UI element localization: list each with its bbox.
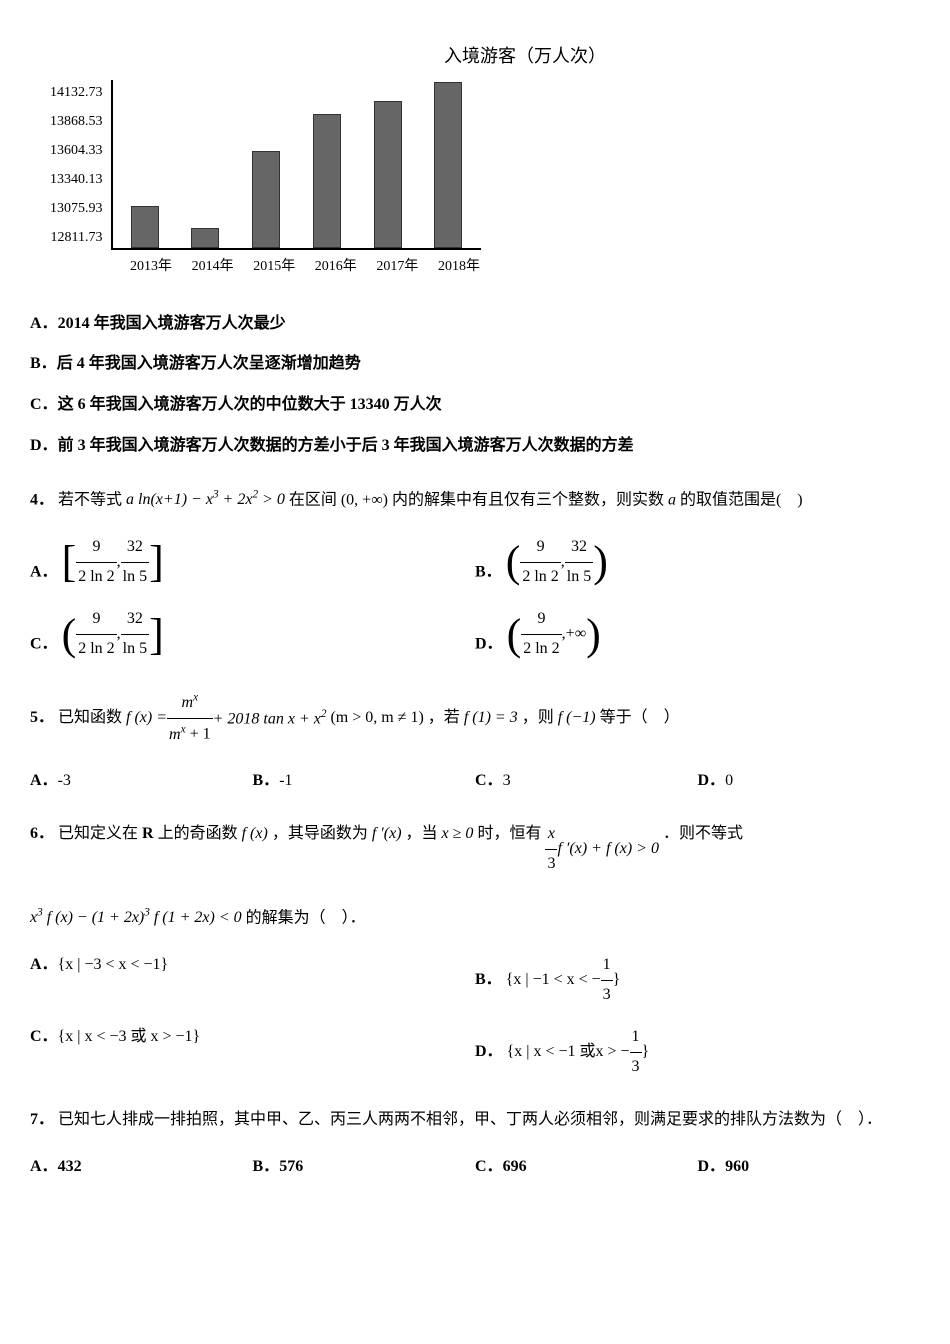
- q4-interval: (0, +∞): [341, 491, 388, 508]
- q4-expr: a ln(x+1) − x3 + 2x2 > 0: [126, 491, 285, 508]
- q5-text: ，若: [428, 709, 464, 726]
- q-chart-options: A．2014 年我国入境游客万人次最少 B．后 4 年我国入境游客万人次呈逐渐增…: [30, 310, 920, 461]
- q6-opt-b: B． {x | −1 < x < − 13 }: [475, 951, 920, 1010]
- x-label: 2017年: [376, 254, 418, 279]
- x-label: 2014年: [192, 254, 234, 279]
- question-4: 4． 若不等式 a ln(x+1) − x3 + 2x2 > 0 在区间 (0,…: [30, 485, 920, 515]
- option-c: C．这 6 年我国入境游客万人次的中位数大于 13340 万人次: [30, 391, 920, 420]
- chart-container: 入境游客（万人次） 14132.73 13868.53 13604.33 133…: [50, 40, 920, 280]
- q5-opt-c: C．3: [475, 767, 698, 796]
- q6-text: 已知定义在: [58, 825, 142, 842]
- q6-fpx: f ′(x): [372, 825, 402, 842]
- q6-text: ，当: [406, 825, 442, 842]
- q4-text: 在区间: [289, 491, 341, 508]
- q6-text: 的解集为（ ）．: [246, 909, 366, 926]
- q7-opt-b: B．576: [253, 1153, 476, 1182]
- q5-tail: + 2018 tan x + x2: [213, 704, 327, 734]
- q7-num: 7．: [30, 1111, 54, 1128]
- bar-2014: [191, 228, 219, 248]
- q5-opt-b: B．-1: [253, 767, 476, 796]
- question-6: 6． 已知定义在 R 上的奇函数 f (x) ，其导函数为 f ′(x) ，当 …: [30, 820, 920, 879]
- x-label: 2013年: [130, 254, 172, 279]
- opt-label: B．: [475, 563, 502, 580]
- q7-text: 已知七人排成一排拍照，其中甲、乙、丙三人两两不相邻，甲、丁两人必须相邻，则满足要…: [58, 1111, 882, 1128]
- y-tick: 13340.13: [50, 167, 103, 192]
- q5-opt-d: D．0: [698, 767, 921, 796]
- q6-text: 上的奇函数: [158, 825, 242, 842]
- q5-text: 已知函数: [58, 709, 126, 726]
- opt-label: A．: [30, 563, 58, 580]
- q4-row2: C． ( 92 ln 2 , 32ln 5 ] D． ( 92 ln 2 , +…: [30, 605, 920, 664]
- q4-text: 内的解集中有且仅有三个整数，则实数: [392, 491, 668, 508]
- q6-row1: A．{x | −3 < x < −1} B． {x | −1 < x < − 1…: [30, 951, 920, 1010]
- y-tick: 13868.53: [50, 109, 103, 134]
- x-label: 2018年: [438, 254, 480, 279]
- opt-label: D．: [475, 636, 503, 653]
- q4-text: 若不等式: [58, 491, 126, 508]
- q6-text: 时，恒有: [477, 825, 545, 842]
- q4-avar: a: [668, 491, 676, 508]
- q6-opt-c: C．{x | x < −3 或 x > −1}: [30, 1023, 475, 1082]
- chart-plot: [111, 80, 481, 250]
- question-6-cont: x3 f (x) − (1 + 2x)3 f (1 + 2x) < 0 的解集为…: [30, 903, 920, 933]
- q6-fx: f (x): [242, 825, 268, 842]
- q6-R: R: [142, 825, 154, 842]
- x-label: 2016年: [315, 254, 357, 279]
- q6-num: 6．: [30, 825, 54, 842]
- q6-xge0: x ≥ 0: [442, 825, 474, 842]
- q7-opt-d: D．960: [698, 1153, 921, 1182]
- y-tick: 12811.73: [51, 225, 103, 250]
- option-a: A．2014 年我国入境游客万人次最少: [30, 310, 920, 339]
- option-d: D．前 3 年我国入境游客万人次数据的方差小于后 3 年我国入境游客万人次数据的…: [30, 432, 920, 461]
- bar-2018: [434, 82, 462, 248]
- q4-text: 的取值范围是( ): [680, 491, 803, 508]
- chart-title: 入境游客（万人次）: [130, 40, 920, 72]
- q4-opt-b: B． ( 92 ln 2 , 32ln 5 ): [475, 533, 920, 592]
- bar-2013: [131, 206, 159, 248]
- q5-f1: f (1) = 3: [464, 709, 518, 726]
- x-label: 2015年: [253, 254, 295, 279]
- q6-text: ，其导函数为: [272, 825, 372, 842]
- bar-2015: [252, 151, 280, 248]
- q7-opt-c: C．696: [475, 1153, 698, 1182]
- q7-opt-a: A．432: [30, 1153, 253, 1182]
- q6-opt-a: A．{x | −3 < x < −1}: [30, 951, 475, 1010]
- q6-opt-d: D． {x | x < −1 或 x > − 13 }: [475, 1023, 920, 1082]
- q4-num: 4．: [30, 491, 54, 508]
- y-tick: 13604.33: [50, 138, 103, 163]
- q5-text: 等于（ ）: [600, 709, 680, 726]
- y-tick: 14132.73: [50, 80, 103, 105]
- opt-label: C．: [30, 636, 58, 653]
- chart-area: 14132.73 13868.53 13604.33 13340.13 1307…: [50, 80, 920, 250]
- bar-2017: [374, 101, 402, 249]
- q6-ineq2: x3 f (x) − (1 + 2x)3 f (1 + 2x) < 0: [30, 909, 242, 926]
- question-5: 5． 已知函数 f (x) = mxmx + 1 + 2018 tan x + …: [30, 688, 920, 749]
- q5-opt-a: A．-3: [30, 767, 253, 796]
- q5-num: 5．: [30, 709, 54, 726]
- option-b: B．后 4 年我国入境游客万人次呈逐渐增加趋势: [30, 350, 920, 379]
- q7-options: A．432 B．576 C．696 D．960: [30, 1153, 920, 1182]
- y-axis: 14132.73 13868.53 13604.33 13340.13 1307…: [50, 80, 111, 250]
- q6-row2: C．{x | x < −3 或 x > −1} D． {x | x < −1 或…: [30, 1023, 920, 1082]
- q5-options: A．-3 B．-1 C．3 D．0: [30, 767, 920, 796]
- q5-fm1: f (−1): [558, 709, 596, 726]
- bar-2016: [313, 114, 341, 248]
- q6-text: ．则不等式: [663, 825, 743, 842]
- y-tick: 13075.93: [50, 196, 103, 221]
- q4-opt-c: C． ( 92 ln 2 , 32ln 5 ]: [30, 605, 475, 664]
- q4-opt-a: A． [ 92 ln 2 , 32ln 5 ]: [30, 533, 475, 592]
- x-axis: 2013年 2014年 2015年 2016年 2017年 2018年: [120, 254, 490, 279]
- q4-opt-d: D． ( 92 ln 2 , +∞ ): [475, 605, 920, 664]
- question-7: 7． 已知七人排成一排拍照，其中甲、乙、丙三人两两不相邻，甲、丁两人必须相邻，则…: [30, 1106, 920, 1135]
- q5-cond: (m > 0, m ≠ 1): [330, 709, 423, 726]
- q5-text: ，则: [522, 709, 558, 726]
- q4-row1: A． [ 92 ln 2 , 32ln 5 ] B． ( 92 ln 2 , 3…: [30, 533, 920, 592]
